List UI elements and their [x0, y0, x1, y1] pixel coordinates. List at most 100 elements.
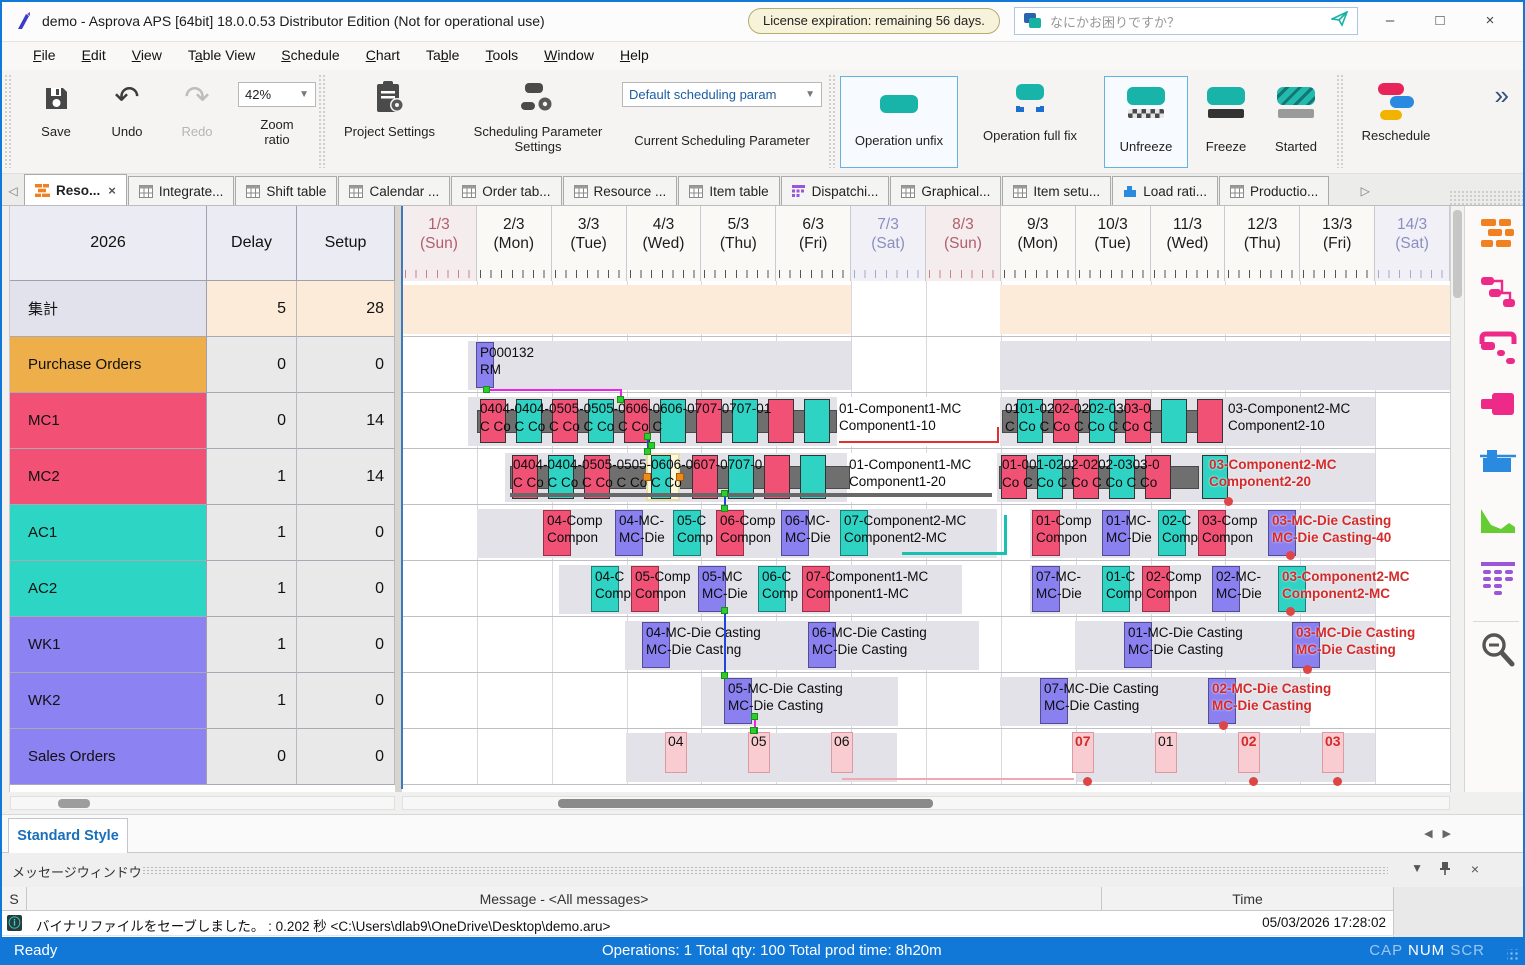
toolbar-overflow-chevron[interactable]: »	[1495, 80, 1509, 111]
hour-ticks	[704, 270, 772, 278]
vertical-scrollbar[interactable]	[1450, 206, 1464, 792]
tab-ordertab[interactable]: Order tab...	[451, 176, 561, 205]
tab-dispatchi[interactable]: Dispatchi...	[781, 176, 890, 205]
pin-icon[interactable]	[1439, 861, 1451, 878]
save-button[interactable]: Save	[24, 76, 88, 139]
resource-name: Purchase Orders	[10, 337, 207, 393]
setup-value: 0	[297, 729, 395, 785]
help-placeholder: なにかお困りですか？	[1050, 12, 1331, 31]
status-operations: Operations: 1 Total qty: 100 Total prod …	[602, 942, 942, 959]
started-button[interactable]: Started	[1262, 76, 1330, 154]
tab-shifttable[interactable]: Shift table	[235, 176, 337, 205]
help-search-box[interactable]: なにかお困りですか？	[1014, 7, 1358, 35]
menu-tools[interactable]: Tools	[472, 42, 531, 70]
menu-table[interactable]: Table	[413, 42, 473, 70]
message-row[interactable]: ⓘ バイナリファイルをセーブしました。 : 0.202 秒 <C:\Users\…	[2, 911, 1394, 936]
reschedule-button[interactable]: Reschedule	[1350, 76, 1442, 143]
load-graph-icon[interactable]	[1479, 444, 1517, 482]
tab-itemtable[interactable]: Item table	[678, 176, 779, 205]
resource-row-7[interactable]: WK210	[10, 673, 395, 729]
menu-table-view[interactable]: Table View	[175, 42, 268, 70]
close-button[interactable]: ×	[1465, 2, 1515, 40]
tab-graphical[interactable]: Graphical...	[890, 176, 1001, 205]
message-col-status[interactable]: S	[2, 887, 27, 911]
inventory-graph-icon[interactable]	[1479, 501, 1517, 539]
tab-resource-gantt[interactable]: Reso...×	[24, 174, 127, 205]
operation-label: 05-CComp	[677, 512, 713, 546]
menu-help[interactable]: Help	[607, 42, 662, 70]
order-gantt-icon[interactable]	[1479, 273, 1517, 311]
resource-row-8[interactable]: Sales Orders00	[10, 729, 395, 785]
redo-button[interactable]: ↷ Redo	[166, 76, 228, 139]
minimize-button[interactable]: –	[1365, 2, 1415, 40]
message-col-time[interactable]: Time	[1102, 887, 1394, 911]
resource-row-0[interactable]: 集計528	[10, 281, 395, 337]
link-anchor	[648, 442, 655, 449]
operation-full-fix-button[interactable]: Operation full fix	[968, 76, 1092, 143]
message-close-icon[interactable]: ×	[1471, 861, 1479, 877]
delay-value: 1	[207, 505, 297, 561]
tab-loadrati[interactable]: Load rati...	[1112, 176, 1218, 205]
menu-chart[interactable]: Chart	[353, 42, 413, 70]
resource-row-4[interactable]: AC110	[10, 505, 395, 561]
tab-resource[interactable]: Resource ...	[563, 176, 678, 205]
resource-row-1[interactable]: Purchase Orders00	[10, 337, 395, 393]
style-nav-arrows[interactable]: ◀▶	[1424, 827, 1461, 840]
resource-gantt-icon[interactable]	[1479, 216, 1517, 254]
tab-itemsetu[interactable]: Item setu...	[1002, 176, 1111, 205]
tab-scroll-right-icon[interactable]: ▷	[1354, 184, 1376, 205]
menu-edit[interactable]: Edit	[69, 42, 119, 70]
link-anchor	[721, 672, 728, 679]
menu-file[interactable]: File	[20, 42, 69, 70]
message-window-drag-handle[interactable]	[142, 866, 1388, 875]
selection-handle-right[interactable]	[676, 473, 684, 481]
resource-row-5[interactable]: AC210	[10, 561, 395, 617]
date-5-3: 5/3(Thu)	[701, 206, 776, 281]
unfreeze-button[interactable]: Unfreeze	[1104, 76, 1188, 168]
dispatch-board-icon[interactable]	[1479, 558, 1517, 596]
selection-handle-left[interactable]	[643, 473, 651, 481]
scheduling-parameter-select[interactable]: Default scheduling param▼	[622, 82, 822, 107]
strip-label-line1: 0101-0202-0202-0303-0	[1005, 401, 1201, 417]
tab-close-icon[interactable]: ×	[108, 183, 116, 198]
delay-value: 1	[207, 617, 297, 673]
date-3-3: 3/3(Tue)	[552, 206, 627, 281]
load-block-icon[interactable]	[1479, 387, 1517, 425]
operation-unfix-button[interactable]: Operation unfix	[840, 76, 958, 168]
left-hscrollbar[interactable]	[10, 796, 395, 810]
caps-lock-indicator: CAP	[1369, 942, 1403, 959]
table-header-delay[interactable]: Delay	[207, 206, 297, 281]
undo-button[interactable]: ↶ Undo	[96, 76, 158, 139]
freeze-button[interactable]: Freeze	[1194, 76, 1258, 154]
tab-productio[interactable]: Productio...	[1219, 176, 1329, 205]
tab-calendar[interactable]: Calendar ...	[338, 176, 450, 205]
menu-schedule[interactable]: Schedule	[268, 42, 352, 70]
standard-style-tab[interactable]: Standard Style	[8, 818, 128, 853]
resource-row-6[interactable]: WK110	[10, 617, 395, 673]
maximize-button[interactable]: □	[1415, 2, 1465, 40]
zoom-ratio-select[interactable]: 42%▼	[238, 82, 316, 107]
message-dropdown-icon[interactable]: ▼	[1411, 861, 1423, 875]
resource-name: AC2	[10, 561, 207, 617]
table-header-setup[interactable]: Setup	[297, 206, 395, 281]
late-marker	[1224, 497, 1233, 506]
save-icon	[24, 76, 88, 120]
reschedule-icon	[1350, 80, 1442, 124]
strip-label-line1: 0404-0404-0505-0505-0606-0606-0707-0707-…	[480, 401, 836, 417]
resource-row-3[interactable]: MC2114	[10, 449, 395, 505]
tab-scroll-left-icon[interactable]: ◁	[2, 184, 24, 205]
project-settings-button[interactable]: Project Settings	[332, 76, 447, 139]
tab-integrate[interactable]: Integrate...	[128, 176, 235, 205]
operation-gantt-icon[interactable]	[1479, 330, 1517, 368]
resource-row-2[interactable]: MC1014	[10, 393, 395, 449]
message-col-message[interactable]: Message - <All messages>	[27, 887, 1102, 911]
zoom-out-icon[interactable]	[1479, 631, 1517, 669]
scheduling-parameter-settings-button[interactable]: Scheduling ParameterSettings	[457, 76, 619, 154]
resize-grip[interactable]	[1507, 949, 1519, 961]
chart-hscrollbar[interactable]	[402, 796, 1450, 810]
send-icon[interactable]	[1331, 11, 1349, 32]
hour-ticks	[630, 270, 698, 278]
menu-view[interactable]: View	[119, 42, 175, 70]
operation-label: 06-CompCompon	[720, 512, 776, 546]
menu-window[interactable]: Window	[531, 42, 607, 70]
